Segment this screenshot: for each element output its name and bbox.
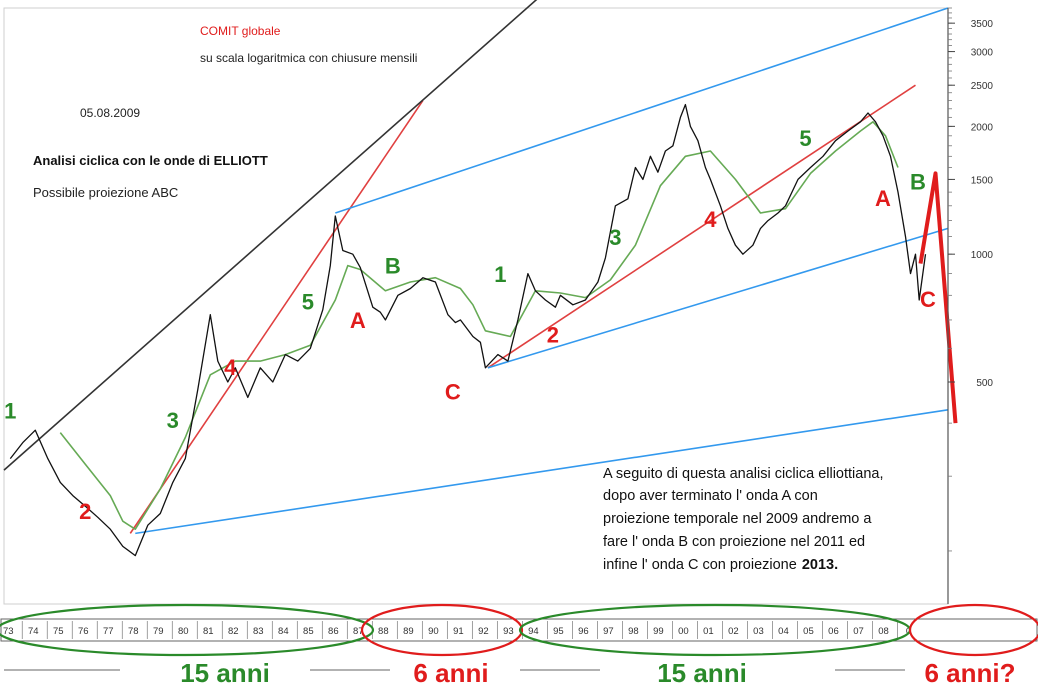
- wave-label: 3: [167, 408, 179, 433]
- cycle-ellipses: [0, 603, 1038, 657]
- cycle-ellipse: [360, 603, 524, 657]
- trendline: [487, 84, 916, 369]
- wave-label: 4: [224, 355, 237, 380]
- x-tick-label: 87: [353, 626, 364, 637]
- x-tick-label: 05: [803, 626, 814, 637]
- cycle-span-label: 15 anni: [180, 658, 270, 688]
- x-tick-label: 02: [728, 626, 739, 637]
- note-line-text: infine l' onda C con proiezione: [603, 557, 797, 573]
- y-tick-label: 3000: [971, 48, 994, 59]
- trendline: [335, 7, 949, 214]
- note-line: infine l' onda C con proiezione 2013.: [603, 557, 838, 573]
- x-tick-label: 92: [478, 626, 489, 637]
- x-tick-label: 74: [28, 626, 39, 637]
- chart-title: COMIT globale: [200, 24, 281, 38]
- wave-label: 2: [79, 499, 91, 524]
- wave-label: 1: [4, 399, 16, 424]
- projection-label: Possibile proiezione ABC: [33, 185, 178, 200]
- x-tick-label: 83: [253, 626, 264, 637]
- x-tick-label: 97: [603, 626, 614, 637]
- x-tick-label: 99: [653, 626, 664, 637]
- x-tick-label: 94: [528, 626, 539, 637]
- trendline: [487, 227, 949, 369]
- x-tick-label: 95: [553, 626, 564, 637]
- trendline: [3, 0, 538, 471]
- analysis-date: 05.08.2009: [80, 106, 140, 120]
- analysis-title: Analisi ciclica con le onde di ELLIOTT: [33, 153, 268, 168]
- x-tick-label: 73: [3, 626, 14, 637]
- x-tick-label: 91: [453, 626, 464, 637]
- x-tick-label: 78: [128, 626, 139, 637]
- trendline: [135, 409, 949, 535]
- commentary-note: A seguito di questa analisi ciclica elli…: [603, 466, 884, 573]
- x-tick-label: 08: [878, 626, 889, 637]
- x-tick-label: 06: [828, 626, 839, 637]
- cycle-ellipse: [908, 603, 1038, 657]
- y-tick-label: 2500: [971, 81, 994, 92]
- x-tick-label: 93: [503, 626, 514, 637]
- moving-average-line: [59, 121, 899, 531]
- x-tick-label: 01: [703, 626, 714, 637]
- x-tick-label: 75: [53, 626, 64, 637]
- wave-label: 1: [494, 262, 506, 287]
- x-tick-label: 85: [303, 626, 314, 637]
- price-series: [9, 103, 927, 557]
- wave-label: A: [875, 186, 891, 211]
- wave-label: 4: [704, 207, 717, 232]
- note-line: proiezione temporale nel 2009 andremo a: [603, 511, 872, 527]
- note-line: fare l' onda B con proiezione nel 2011 e…: [603, 534, 865, 550]
- price-line: [9, 103, 927, 557]
- wave-label: C: [445, 379, 461, 404]
- x-tick-label: 07: [853, 626, 864, 637]
- wave-label: 5: [302, 290, 314, 315]
- cycle-span-labels: 15 anni 6 anni 15 anni 6 anni?: [4, 658, 1016, 688]
- y-tick-label: 1000: [971, 250, 994, 261]
- cycle-span-label: 6 anni: [413, 658, 488, 688]
- y-tick-label: 2000: [971, 122, 994, 133]
- wave-label: 2: [547, 322, 559, 347]
- x-tick-label: 98: [628, 626, 639, 637]
- cycle-ellipse: [0, 603, 375, 657]
- x-tick-label: 90: [428, 626, 439, 637]
- projection-path: [918, 171, 958, 424]
- note-line: dopo aver terminato l' onda A con: [603, 488, 818, 504]
- x-tick-label: 82: [228, 626, 239, 637]
- y-tick-label: 3500: [971, 19, 994, 30]
- cycle-span-label: 15 anni: [657, 658, 747, 688]
- x-tick-label: 79: [153, 626, 164, 637]
- x-tick-label: 86: [328, 626, 339, 637]
- cycle-span-label: 6 anni?: [924, 658, 1015, 688]
- x-tick-label: 00: [678, 626, 689, 637]
- x-tick-label: 03: [753, 626, 764, 637]
- x-tick-label: 84: [278, 626, 289, 637]
- wave-label: B: [385, 254, 401, 279]
- y-axis: 500 1000 1500 2000 2500 3000 3500: [947, 7, 994, 604]
- chart-subtitle: su scala logaritmica con chiusure mensil…: [200, 51, 417, 65]
- x-tick-label: 88: [378, 626, 389, 637]
- note-year-emphasis: 2013.: [802, 557, 838, 573]
- x-tick-label: 96: [578, 626, 589, 637]
- x-tick-label: 04: [778, 626, 789, 637]
- x-tick-label: 76: [78, 626, 89, 637]
- x-tick-label: 81: [203, 626, 214, 637]
- trendlines: [3, 0, 949, 535]
- x-tick-label: 89: [403, 626, 414, 637]
- trendline: [129, 100, 424, 534]
- abc-projection: [918, 171, 958, 424]
- wave-label: 3: [609, 225, 621, 250]
- wave-label: C: [920, 287, 936, 312]
- y-tick-label: 500: [976, 378, 993, 389]
- x-tick-label: 80: [178, 626, 189, 637]
- note-line: A seguito di questa analisi ciclica elli…: [603, 466, 884, 482]
- wave-label: 5: [799, 126, 811, 151]
- wave-label: A: [350, 308, 366, 333]
- y-tick-label: 1500: [971, 175, 994, 186]
- wave-label: B: [910, 170, 926, 195]
- x-tick-label: 77: [103, 626, 114, 637]
